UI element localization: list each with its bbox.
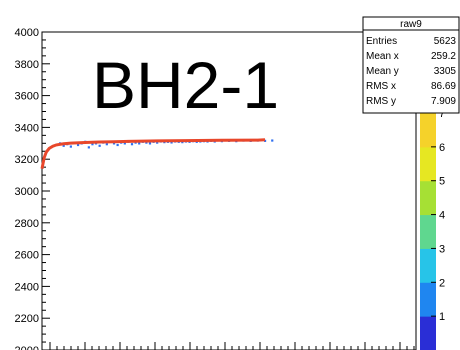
palette-label: 3: [439, 243, 445, 255]
palette-label: 2: [439, 277, 445, 289]
stats-value: 3305: [434, 66, 457, 77]
y-tick-label: 3600: [15, 91, 39, 103]
palette-segment: [420, 113, 436, 148]
data-point: [130, 143, 134, 146]
stats-label: RMS x: [366, 81, 396, 92]
palette-segment: [420, 248, 436, 283]
stats-label: Entries: [366, 36, 397, 47]
y-tick-label: 3000: [15, 186, 39, 198]
palette-segment: [420, 146, 436, 182]
data-point: [263, 139, 267, 142]
palette-label: 1: [439, 311, 445, 323]
data-point: [105, 143, 108, 146]
data-point: [145, 141, 148, 144]
palette-label: 5: [439, 176, 445, 188]
stats-value: 7.909: [431, 96, 456, 107]
palette-segment: [420, 214, 436, 249]
data-point: [123, 142, 126, 145]
data-point: [62, 144, 65, 147]
palette-segment: [420, 282, 436, 317]
data-point: [112, 142, 116, 145]
x-axis: [49, 342, 415, 350]
y-tick-label: 2000: [15, 345, 39, 350]
y-axis: 2000 2200 2400 2600 2800 3000 3200 3400 3600 3800…: [15, 27, 50, 350]
stats-box: raw9 Entries 5623 Mean x 259.2 Mean y 3305 RMS…: [362, 16, 460, 114]
data-point: [76, 143, 80, 147]
y-tick-label: 2400: [15, 281, 39, 293]
palette-label: 7: [439, 108, 445, 120]
stats-label: Mean x: [366, 51, 399, 62]
data-point: [116, 143, 119, 147]
palette-label: 6: [439, 142, 445, 154]
chart-title: BH2-1: [92, 48, 279, 122]
y-tick-label: 2600: [15, 250, 39, 262]
data-point: [138, 142, 141, 145]
data-point: [98, 144, 101, 147]
stats-value: 259.2: [431, 51, 456, 62]
data-point: [156, 141, 159, 144]
y-tick-label: 3400: [15, 122, 39, 134]
stats-value: 86.69: [431, 81, 456, 92]
data-point: [170, 141, 173, 144]
data-point: [69, 145, 72, 148]
y-tick-label: 3200: [15, 154, 39, 166]
data-point: [148, 142, 152, 145]
color-palette: 1 2 3 4 5 6 7: [420, 108, 445, 350]
data-point: [91, 143, 94, 146]
fit-curve: [40, 138, 266, 169]
stats-histogram-name: raw9: [400, 19, 422, 30]
stats-label: RMS y: [366, 96, 396, 107]
palette-label: 4: [439, 210, 445, 222]
palette-segment: [420, 316, 436, 350]
data-point: [87, 146, 90, 149]
stats-label: Mean y: [366, 66, 399, 77]
y-tick-label: 2200: [15, 313, 39, 325]
y-tick-label: 3800: [15, 59, 39, 71]
stats-value: 5623: [434, 36, 457, 47]
y-tick-label: 2800: [15, 218, 39, 230]
palette-segment: [420, 180, 436, 216]
data-point: [271, 139, 274, 142]
y-tick-label: 4000: [15, 27, 39, 39]
